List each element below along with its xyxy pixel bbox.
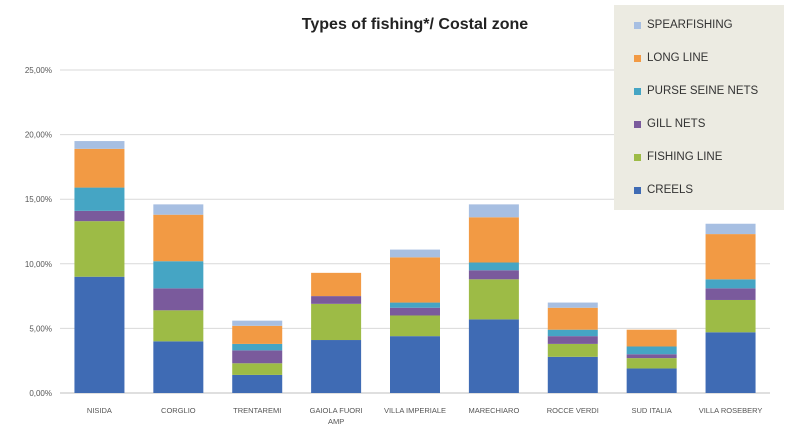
bar-segment [547,307,598,330]
legend-item: SPEARFISHING [634,17,733,33]
y-tick-label: 5,00% [29,324,52,333]
bar-segment [232,374,283,393]
x-tick-label: VILLA IMPERIALE [384,406,446,415]
bar-segment [232,343,283,351]
chart-title: Types of fishing*/ Costal zone [301,16,529,33]
bar-segment [468,279,519,320]
x-tick-label: ROCCE VERDI [547,406,599,415]
bar-segment [547,336,598,344]
bar-segment [705,234,756,280]
x-tick-label: CORGLIO [161,406,196,415]
bar-segment [626,368,677,393]
bar-segment [468,319,519,393]
x-tick-label: VILLA ROSEBERY [699,406,763,415]
bar-segment [390,302,440,308]
legend-swatch [634,87,641,95]
legend-item: CREELS [634,182,693,198]
legend-item: LONG LINE [634,50,708,66]
legend-swatch [634,21,641,29]
bar-segment [232,350,283,364]
x-tick-label: SUD ITALIA [632,406,672,415]
bar-segment [626,346,677,355]
x-tick-label: MARECHIARO [468,406,519,415]
legend-label: FISHING LINE [647,151,723,163]
legend-swatch [634,153,641,161]
bar-segment [74,148,125,188]
legend-item: GILL NETS [634,116,705,132]
bar-segment [153,204,204,215]
bar-segment [74,187,125,211]
bar-segment [74,221,125,277]
x-tick-label: NISIDA [87,406,112,415]
bar-segment [390,315,440,337]
bar-segment [626,329,677,347]
bar-segment [705,223,756,235]
legend: SPEARFISHING LONG LINE PURSE SEINE NETS GIL… [614,5,784,210]
y-tick-label: 25,00% [25,66,52,75]
bar-segment [705,279,756,289]
bar-segment [390,307,440,316]
bar-segment [74,141,125,149]
bar-segment [468,262,519,271]
bar-segment [705,288,756,300]
x-tick-label: TRENTAREMI [233,406,281,415]
bar-segment [547,329,598,337]
bar-segment [468,217,519,263]
bar-segment [74,210,125,222]
bar-segment [626,358,677,369]
bar-segment [390,249,440,258]
y-tick-label: 20,00% [25,131,52,140]
bar-segment [390,336,440,393]
x-tick-label: GAIOLA FUORI [310,406,363,415]
bar-segment [311,340,362,393]
legend-item: PURSE SEINE NETS [634,83,758,99]
bar-segment [468,204,519,218]
legend-label: CREELS [647,184,694,196]
y-tick-label: 10,00% [25,260,52,269]
bar-segment [153,288,204,311]
bar-segment [311,303,362,341]
bar-segment [311,296,362,304]
legend-label: GILL NETS [647,118,706,130]
bar-segment [626,354,677,359]
bar-segment [705,332,756,393]
bar-segment [232,320,283,326]
bar-segment [705,299,756,333]
bar-segment [547,356,598,393]
legend-label: PURSE SEINE NETS [647,85,759,97]
y-tick-label: 15,00% [25,195,52,204]
bar-segment [547,302,598,308]
bar-segment [468,270,519,280]
bar-segment [153,310,204,342]
bar-segment [153,341,204,393]
bar-segment [547,343,598,357]
legend-item: FISHING LINE [634,149,722,165]
bar-segment [74,276,125,393]
bar-segment [311,272,362,297]
x-tick-label: AMP [328,417,344,426]
legend-swatch [634,186,641,194]
bar-segment [153,214,204,262]
bar-segment [153,261,204,289]
legend-swatch [634,54,641,62]
bar-segment [390,257,440,303]
legend-label: LONG LINE [647,52,709,64]
bar-segment [232,363,283,375]
legend-swatch [634,120,641,128]
bar-segment [232,325,283,344]
legend-label: SPEARFISHING [647,19,733,31]
y-tick-label: 0,00% [29,389,52,398]
